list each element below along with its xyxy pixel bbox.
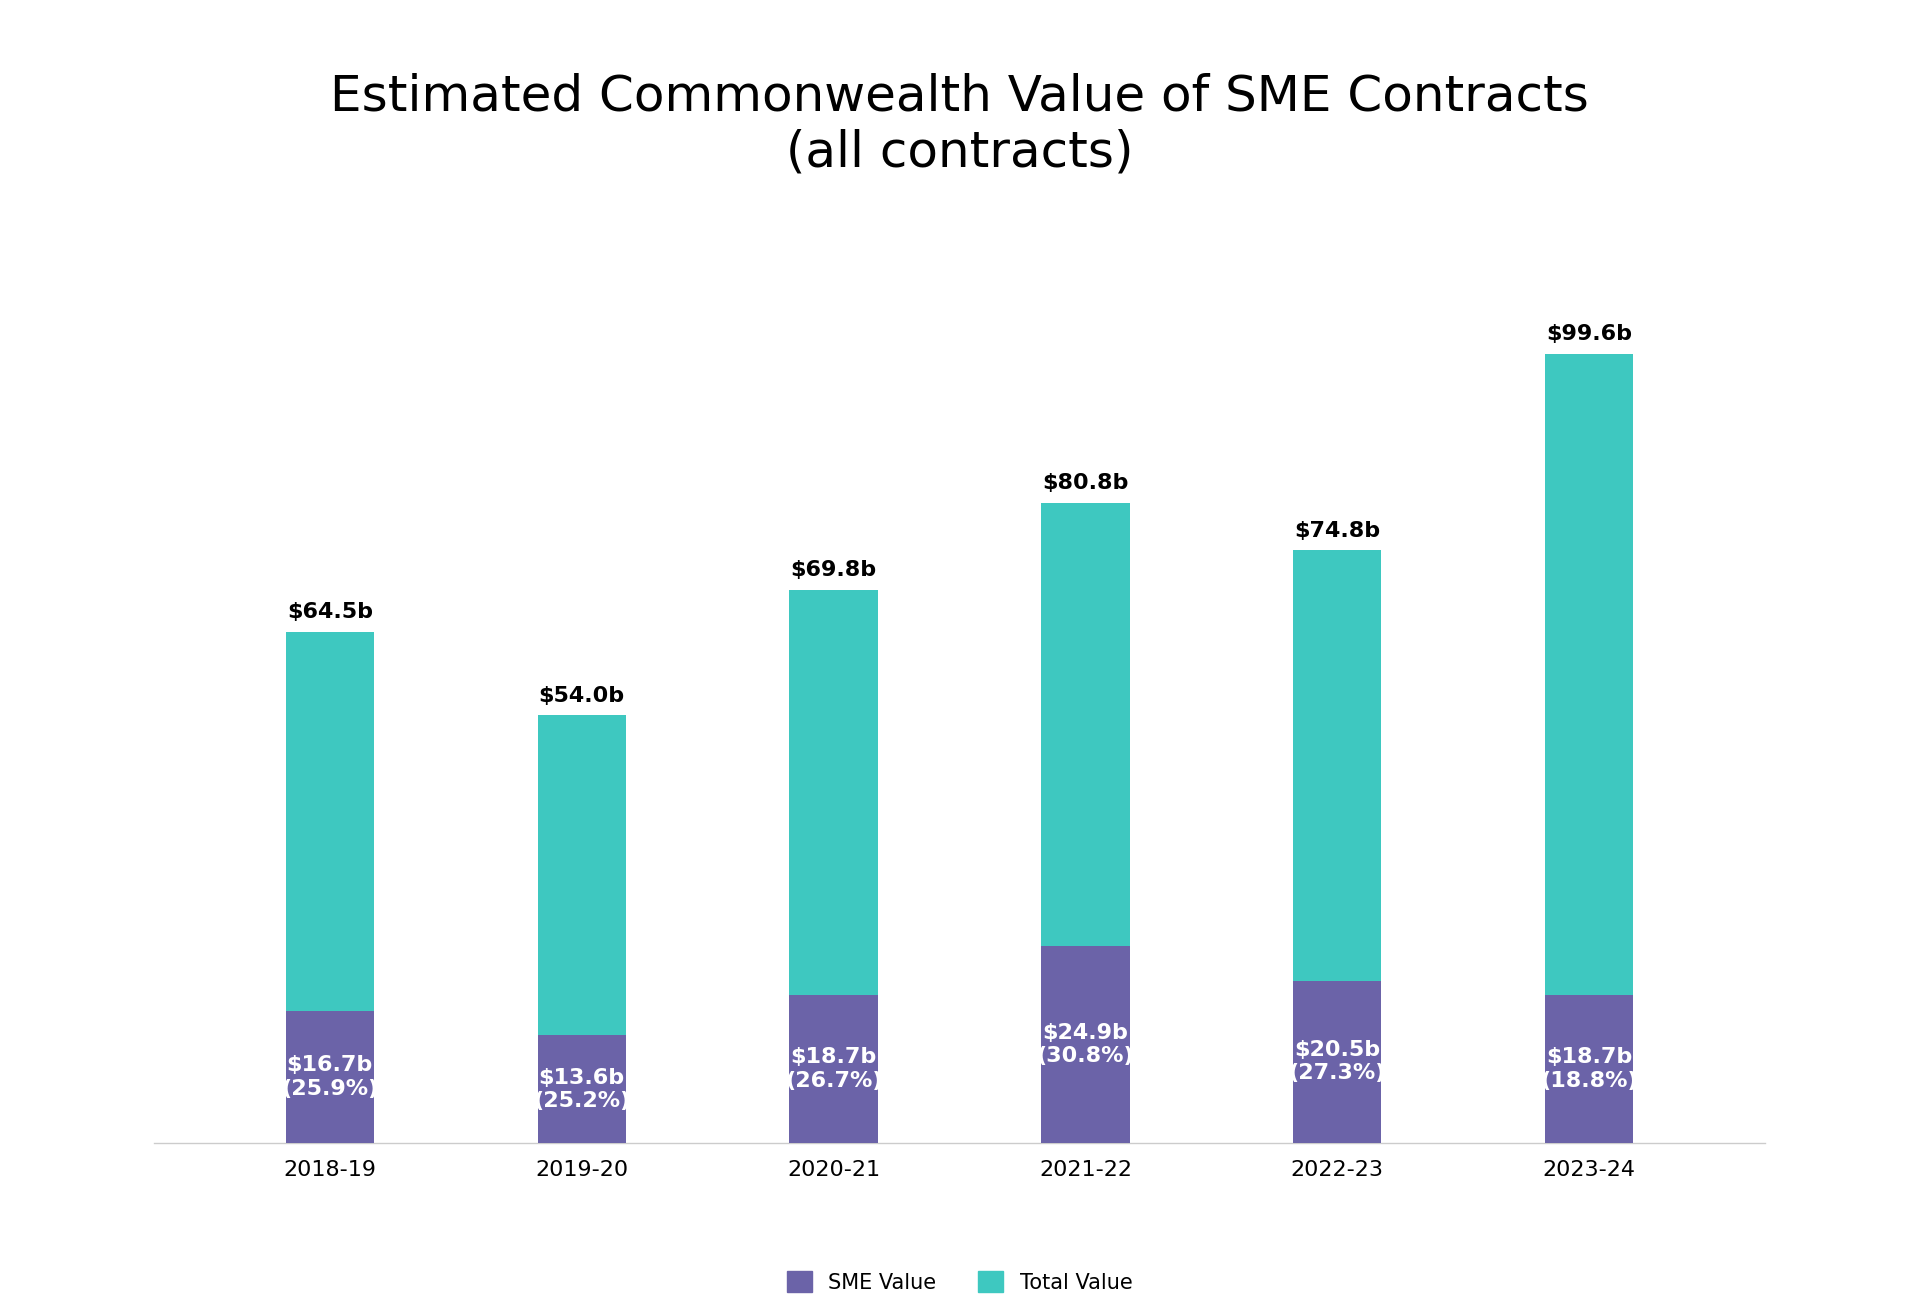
Text: $18.7b
(18.8%): $18.7b (18.8%) — [1541, 1047, 1639, 1091]
Text: $20.5b
(27.3%): $20.5b (27.3%) — [1290, 1040, 1386, 1083]
Text: $64.5b: $64.5b — [286, 603, 372, 622]
Text: $18.7b
(26.7%): $18.7b (26.7%) — [785, 1047, 883, 1091]
Bar — [286, 1011, 374, 1143]
Text: $24.9b
(30.8%): $24.9b (30.8%) — [1036, 1022, 1134, 1066]
Bar — [1545, 995, 1633, 1143]
Text: $16.7b
(25.9%): $16.7b (25.9%) — [282, 1055, 378, 1099]
Bar — [1545, 353, 1633, 1143]
Legend: SME Value, Total Value: SME Value, Total Value — [779, 1263, 1140, 1299]
Title: Estimated Commonwealth Value of SME Contracts
(all contracts): Estimated Commonwealth Value of SME Cont… — [330, 73, 1589, 177]
Bar — [286, 631, 374, 1143]
Bar — [537, 716, 626, 1143]
Bar — [537, 1035, 626, 1143]
Bar — [1293, 981, 1382, 1143]
Bar — [789, 590, 877, 1143]
Text: $74.8b: $74.8b — [1293, 521, 1380, 540]
Bar — [1042, 946, 1130, 1143]
Bar — [1293, 551, 1382, 1143]
Text: $80.8b: $80.8b — [1042, 473, 1128, 494]
Text: $69.8b: $69.8b — [791, 560, 877, 581]
Text: $54.0b: $54.0b — [539, 686, 626, 705]
Bar — [1042, 503, 1130, 1143]
Bar — [789, 995, 877, 1143]
Text: $13.6b
(25.2%): $13.6b (25.2%) — [533, 1068, 629, 1111]
Text: $99.6b: $99.6b — [1547, 325, 1633, 344]
